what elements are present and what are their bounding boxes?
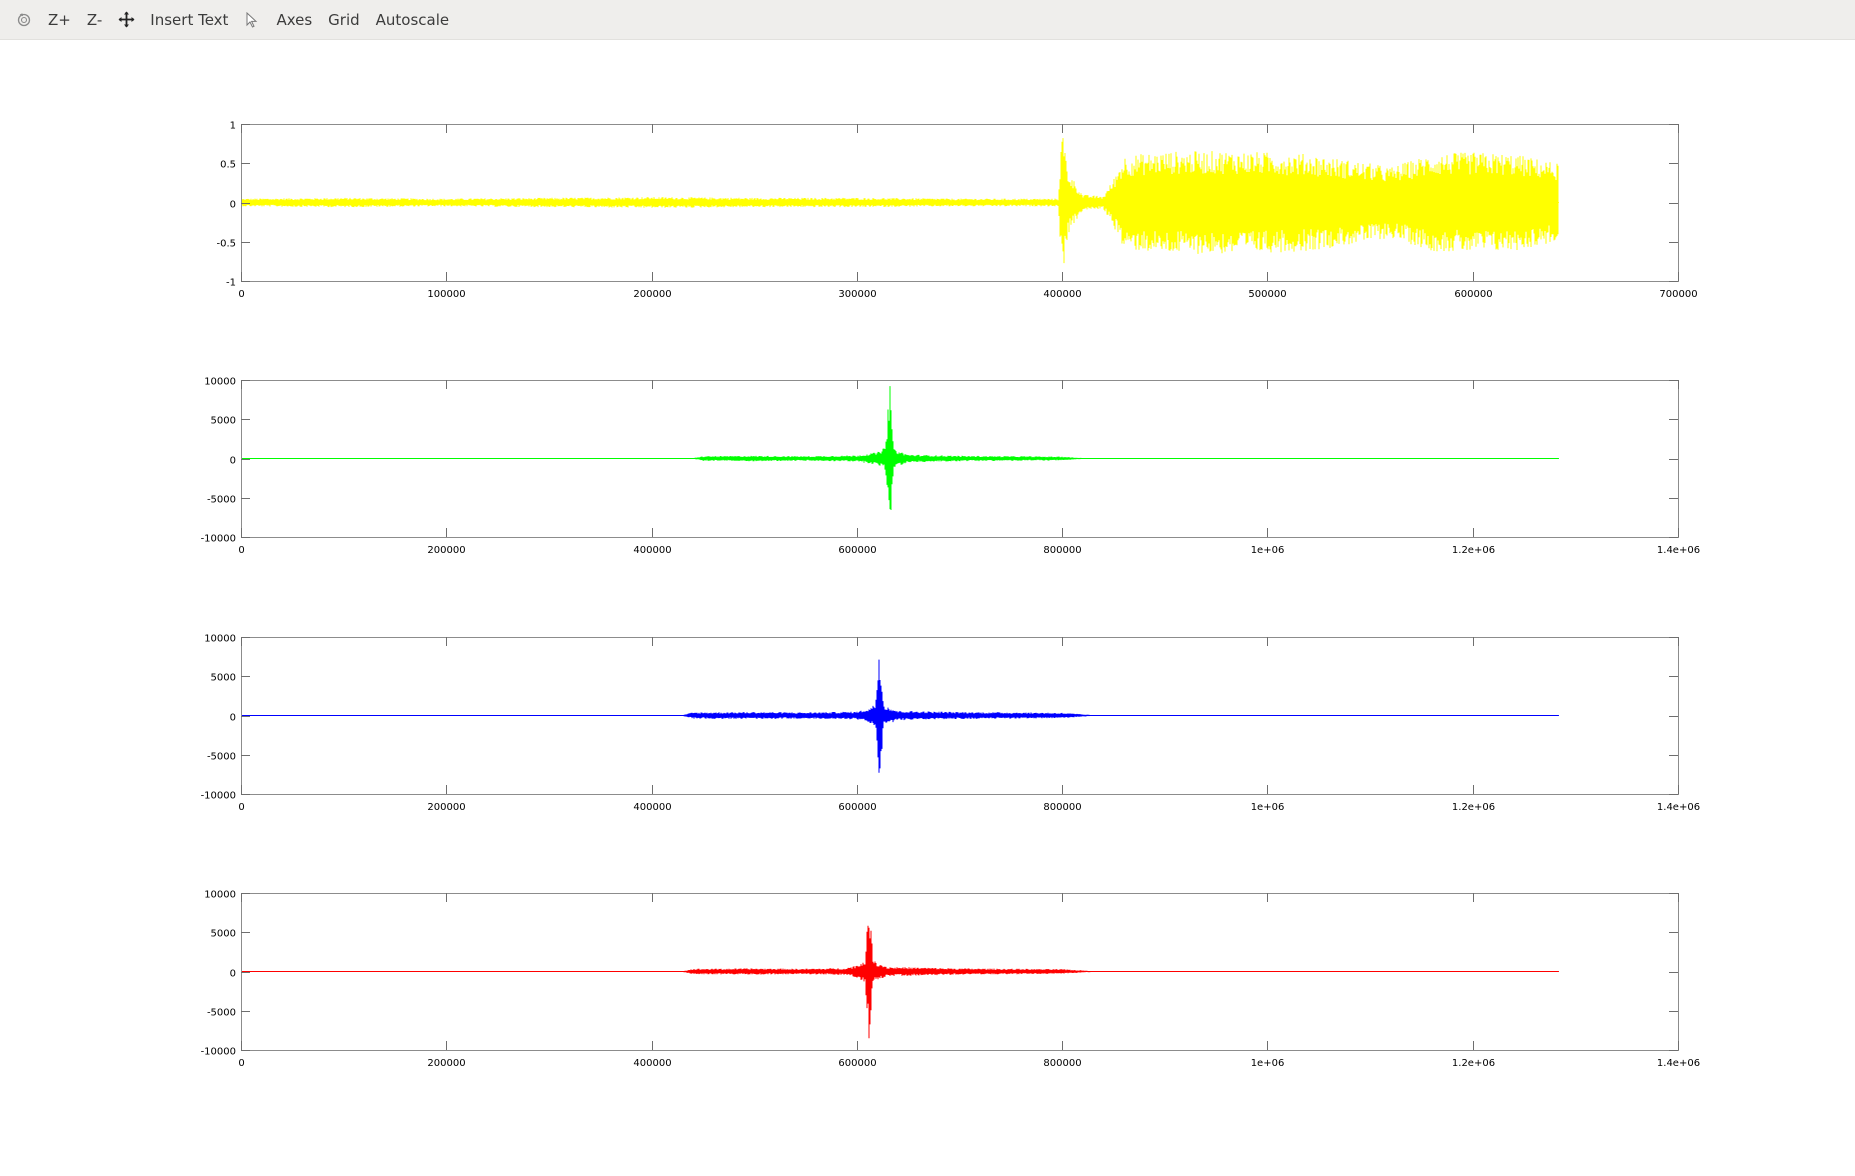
plot-area[interactable]: 0 100000 200000 300000 400000 500000 600000 700…	[0, 40, 1855, 1176]
zoom-out-button[interactable]: Z-	[81, 5, 108, 35]
subplot-4[interactable]: 0 200000 400000 600000 800000 1e+06 1.2e+06 1.4…	[201, 890, 1701, 1070]
y-tick-label: 0	[230, 456, 236, 467]
autoscale-button[interactable]: Autoscale	[370, 5, 455, 35]
insert-text-label: Insert Text	[150, 10, 229, 29]
x-tick-label: 400000	[633, 802, 671, 813]
x-tick-label: 600000	[838, 802, 876, 813]
zoom-in-label: Z+	[48, 10, 71, 29]
x-tick-label: 0	[238, 289, 244, 300]
y-tick-label: 5000	[211, 929, 236, 940]
y-tick-label: 10000	[204, 890, 236, 901]
x-tick-label: 400000	[1043, 289, 1081, 300]
x-tick-label: 1.2e+06	[1452, 1058, 1495, 1069]
x-tick-label: 600000	[838, 545, 876, 556]
x-tick-label: 700000	[1659, 289, 1697, 300]
x-tick-label: 0	[238, 545, 244, 556]
y-tick-label: 10000	[204, 634, 236, 645]
x-tick-label: 200000	[427, 802, 465, 813]
select-button[interactable]	[238, 5, 266, 35]
subplot-2[interactable]: 0 200000 400000 600000 800000 1e+06 1.2e+06 1.4…	[201, 377, 1701, 557]
y-tick-label: -5000	[207, 1008, 236, 1019]
y-tick-label: -5000	[207, 752, 236, 763]
x-tick-label: 1.2e+06	[1452, 545, 1495, 556]
x-tick-label: 1.4e+06	[1657, 802, 1700, 813]
x-tick-label: 400000	[633, 545, 671, 556]
y-tick-label: -5000	[207, 495, 236, 506]
x-tick-label: 800000	[1043, 1058, 1081, 1069]
autoscale-label: Autoscale	[375, 10, 450, 29]
signal-trace-4	[241, 925, 1559, 1039]
subplot-1[interactable]: 0 100000 200000 300000 400000 500000 600000 700…	[216, 121, 1697, 301]
x-tick-label: 1e+06	[1251, 545, 1285, 556]
y-tick-label: 0.5	[220, 160, 236, 171]
y-tick-label: -10000	[201, 1047, 236, 1058]
signal-trace-3	[241, 659, 1559, 773]
x-tick-label: 1.4e+06	[1657, 545, 1700, 556]
pointer-icon	[246, 11, 258, 28]
x-tick-label: 600000	[1454, 289, 1492, 300]
y-tick-label: 5000	[211, 673, 236, 684]
x-tick-label: 0	[238, 802, 244, 813]
insert-text-button[interactable]: Insert Text	[144, 5, 234, 35]
x-tick-label: 200000	[633, 289, 671, 300]
y-tick-label: -0.5	[216, 239, 236, 250]
x-tick-label: 1e+06	[1251, 802, 1285, 813]
y-tick-label: 5000	[211, 416, 236, 427]
axes-label: Axes	[276, 10, 313, 29]
y-tick-label: 0	[230, 713, 236, 724]
pan-button[interactable]	[112, 5, 140, 35]
x-tick-label: 0	[238, 1058, 244, 1069]
grid-button[interactable]: Grid	[322, 5, 365, 35]
y-tick-label: 10000	[204, 377, 236, 388]
x-tick-label: 800000	[1043, 802, 1081, 813]
signal-trace-1	[241, 138, 1559, 264]
x-tick-label: 1.4e+06	[1657, 1058, 1700, 1069]
x-tick-label: 800000	[1043, 545, 1081, 556]
zoom-out-label: Z-	[86, 10, 103, 29]
rotate-icon	[17, 12, 31, 27]
y-tick-label: 1	[230, 121, 236, 132]
subplot-3[interactable]: 0 200000 400000 600000 800000 1e+06 1.2e+06 1.4…	[201, 634, 1701, 814]
x-tick-label: 500000	[1248, 289, 1286, 300]
x-tick-label: 300000	[838, 289, 876, 300]
x-tick-label: 100000	[427, 289, 465, 300]
x-tick-label: 600000	[838, 1058, 876, 1069]
axes-button[interactable]: Axes	[270, 5, 318, 35]
zoom-in-button[interactable]: Z+	[42, 5, 77, 35]
signal-trace-2	[241, 386, 1559, 510]
y-tick-label: -10000	[201, 534, 236, 545]
x-tick-label: 1.2e+06	[1452, 802, 1495, 813]
x-tick-label: 1e+06	[1251, 1058, 1285, 1069]
y-tick-label: 0	[230, 969, 236, 980]
y-tick-label: -10000	[201, 791, 236, 802]
x-tick-label: 200000	[427, 545, 465, 556]
x-tick-label: 400000	[633, 1058, 671, 1069]
pan-icon	[118, 11, 135, 28]
x-tick-label: 200000	[427, 1058, 465, 1069]
toolbar: Z+ Z- Insert Text Axes Grid Autoscale	[0, 0, 1855, 40]
y-tick-label: -1	[226, 278, 236, 289]
grid-label: Grid	[328, 10, 360, 29]
y-tick-label: 0	[230, 200, 236, 211]
rotate-button[interactable]	[10, 5, 38, 35]
